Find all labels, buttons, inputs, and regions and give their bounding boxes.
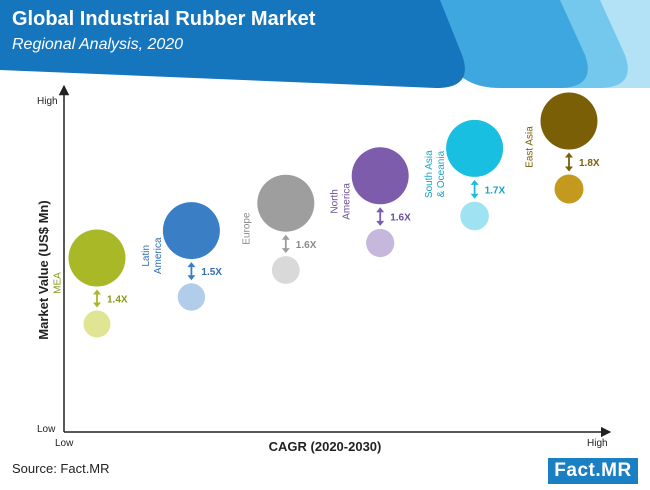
source-note: Source: Fact.MR <box>12 461 110 476</box>
multiplier-label-europe: 1.6X <box>296 240 317 251</box>
growth-arrowhead-up-mea <box>93 289 101 295</box>
bubble-2020-south-asia-oceania <box>460 201 489 231</box>
growth-arrowhead-down-europe <box>281 248 290 254</box>
bubble-2030-north-america <box>351 147 409 205</box>
header-banner: Global Industrial Rubber Market Regional… <box>0 0 650 88</box>
growth-arrowhead-down-north-america <box>376 220 385 226</box>
region-label-east-asia: East Asia <box>525 126 536 168</box>
chart-subtitle: Regional Analysis, 2020 <box>12 36 184 53</box>
bubble-2020-east-asia <box>554 174 584 204</box>
growth-arrowhead-down-east-asia <box>565 166 573 172</box>
y-tick-low: Low <box>37 424 56 435</box>
x-axis-label: CAGR (2020-2030) <box>269 439 382 454</box>
y-axis-label: Market Value (US$ Mn) <box>36 200 51 339</box>
factmr-logo: Fact.MR <box>548 458 638 484</box>
x-tick-low: Low <box>55 438 74 449</box>
bubble-2030-east-asia <box>540 92 598 150</box>
region-label-mea: MEA <box>53 272 64 294</box>
multiplier-label-latin-america: 1.5X <box>201 267 222 278</box>
bubble-2030-mea <box>68 229 126 287</box>
region-label-south-asia-oceania-line2: & Oceania <box>436 150 447 197</box>
bubble-2020-europe <box>271 256 300 284</box>
multiplier-label-south-asia-oceania: 1.7X <box>485 185 506 196</box>
chart-title: Global Industrial Rubber Market <box>12 8 316 30</box>
bubble-2020-latin-america <box>177 283 206 311</box>
bubble-2030-south-asia-oceania <box>446 119 504 177</box>
growth-arrowhead-down-mea <box>93 302 101 308</box>
bubble-2020-mea <box>83 310 111 338</box>
growth-arrowhead-down-south-asia-oceania <box>470 193 479 199</box>
x-tick-high: High <box>587 438 608 449</box>
growth-arrowhead-up-south-asia-oceania <box>470 179 479 185</box>
growth-arrowhead-down-latin-america <box>187 275 196 281</box>
region-label-europe: Europe <box>241 212 252 245</box>
growth-arrowhead-up-east-asia <box>565 152 573 158</box>
growth-arrowhead-up-north-america <box>376 207 385 213</box>
y-tick-high: High <box>37 96 58 107</box>
region-label-latin-america-line1: Latin <box>141 245 152 267</box>
header-wave-graphic <box>0 0 650 88</box>
multiplier-label-east-asia: 1.8X <box>579 158 600 169</box>
multiplier-label-north-america: 1.6X <box>390 213 411 224</box>
bubble-2020-north-america <box>366 228 395 258</box>
bubble-2030-europe <box>257 174 315 232</box>
region-label-south-asia-oceania-line1: South Asia <box>424 150 435 198</box>
growth-arrowhead-up-europe <box>281 234 290 240</box>
bubble-2030-latin-america <box>162 202 220 260</box>
bubble-chart: High Low Low High CAGR (2020-2030) Marke… <box>36 84 612 454</box>
region-label-latin-america-line2: America <box>153 237 164 274</box>
region-label-north-america-line2: America <box>342 183 353 220</box>
region-label-north-america-line1: North <box>330 189 341 213</box>
multiplier-label-mea: 1.4X <box>107 295 128 306</box>
growth-arrowhead-up-latin-america <box>187 262 196 268</box>
